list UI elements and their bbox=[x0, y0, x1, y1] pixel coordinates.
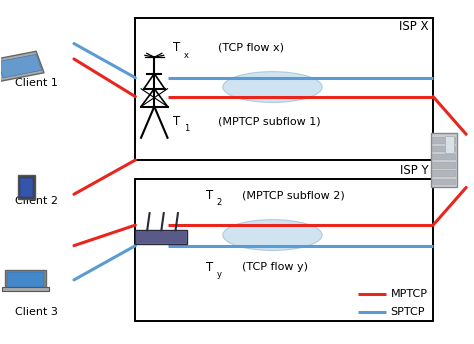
Ellipse shape bbox=[223, 72, 322, 103]
Text: SPTCP: SPTCP bbox=[391, 308, 425, 318]
Bar bbox=[432, 162, 456, 168]
Text: x: x bbox=[183, 51, 189, 60]
Bar bbox=[2, 288, 49, 291]
Text: y: y bbox=[217, 270, 222, 279]
Text: (TCP flow y): (TCP flow y) bbox=[242, 262, 308, 272]
Text: Client 3: Client 3 bbox=[15, 308, 57, 318]
Text: ISP X: ISP X bbox=[400, 20, 429, 33]
Text: Client 2: Client 2 bbox=[15, 196, 58, 206]
Bar bbox=[432, 179, 456, 184]
Text: T: T bbox=[173, 42, 181, 54]
Bar bbox=[432, 170, 456, 176]
Text: 1: 1 bbox=[183, 124, 189, 133]
Bar bbox=[432, 146, 456, 151]
Bar bbox=[136, 179, 433, 321]
Text: (MPTCP subflow 1): (MPTCP subflow 1) bbox=[218, 116, 321, 126]
Text: T: T bbox=[206, 261, 213, 274]
Bar bbox=[137, 231, 186, 243]
Text: T: T bbox=[206, 189, 213, 202]
Bar bbox=[20, 178, 33, 197]
Bar bbox=[445, 136, 455, 153]
Text: 2: 2 bbox=[217, 198, 222, 207]
Bar bbox=[432, 137, 456, 143]
Bar bbox=[136, 18, 433, 160]
Bar bbox=[431, 132, 457, 187]
Text: MPTCP: MPTCP bbox=[391, 289, 428, 299]
Bar bbox=[432, 154, 456, 159]
Text: (MPTCP subflow 2): (MPTCP subflow 2) bbox=[242, 190, 345, 200]
Ellipse shape bbox=[223, 219, 322, 250]
Bar bbox=[136, 230, 187, 244]
Text: (TCP flow x): (TCP flow x) bbox=[218, 43, 284, 53]
Bar bbox=[0, 51, 44, 81]
Text: T: T bbox=[173, 115, 181, 128]
Text: Client 1: Client 1 bbox=[15, 78, 57, 88]
Bar bbox=[5, 270, 46, 289]
Bar bbox=[7, 272, 44, 287]
Bar bbox=[18, 175, 35, 200]
Bar bbox=[0, 54, 42, 78]
Text: ISP Y: ISP Y bbox=[400, 164, 428, 177]
